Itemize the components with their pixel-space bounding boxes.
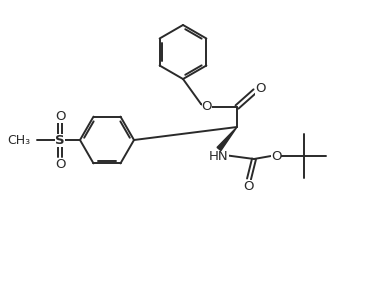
Text: O: O — [55, 109, 65, 122]
Text: O: O — [55, 158, 65, 170]
Text: S: S — [55, 134, 65, 147]
Text: HN: HN — [209, 151, 229, 164]
Text: O: O — [202, 101, 212, 113]
Polygon shape — [217, 127, 237, 151]
Text: O: O — [255, 82, 265, 96]
Text: CH₃: CH₃ — [7, 134, 30, 147]
Text: O: O — [271, 149, 281, 162]
Text: O: O — [243, 179, 253, 192]
